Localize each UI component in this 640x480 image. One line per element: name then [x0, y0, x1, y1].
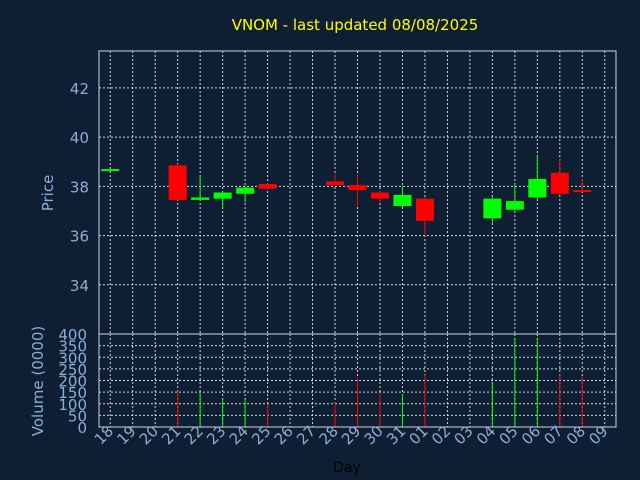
- price-tick-label: 38: [70, 178, 89, 196]
- candle-body: [573, 190, 592, 193]
- x-tick-label: 09: [585, 422, 611, 448]
- candle-body: [258, 183, 277, 189]
- candle-body: [393, 194, 412, 207]
- volume-tick-label: 300: [58, 349, 87, 367]
- candle-body: [550, 172, 569, 194]
- candle-body: [528, 178, 547, 198]
- volume-tick-label: 150: [58, 384, 87, 402]
- price-tick-label: 36: [70, 228, 89, 246]
- candle-body: [191, 197, 210, 200]
- candle-body: [370, 192, 389, 199]
- volume-tick-label: 100: [58, 396, 87, 414]
- volume-bars: [177, 338, 583, 427]
- volume-panel-frame: [98, 333, 617, 428]
- volume-tick-label: 350: [58, 338, 87, 356]
- candle-body: [348, 185, 367, 191]
- volume-tick-label: 200: [58, 373, 87, 391]
- volume-tick-label: 250: [58, 361, 87, 379]
- candle-body: [101, 169, 120, 172]
- price-tick-label: 40: [70, 129, 89, 147]
- chart-title: VNOM - last updated 08/08/2025: [232, 16, 479, 34]
- candle-body: [213, 192, 232, 199]
- x-axis: 1819202122232425262728293031010203040506…: [91, 422, 612, 448]
- volume-tick-label: 400: [58, 326, 87, 344]
- candle-body: [415, 198, 434, 221]
- candle-body: [236, 187, 255, 194]
- volume-tick-label: 0: [77, 419, 87, 437]
- price-tick-label: 34: [70, 277, 89, 295]
- volume-tick-label: 50: [68, 407, 87, 425]
- candle-body: [326, 181, 345, 186]
- price-axis: 34 36 38 40 42: [70, 80, 89, 295]
- price-tick-label: 42: [70, 80, 89, 98]
- candle-body: [168, 165, 187, 200]
- candle-body: [483, 198, 502, 219]
- x-axis-label: Day: [333, 460, 361, 476]
- volume-axis-label: Volume (0000): [29, 326, 47, 436]
- price-candles: [101, 156, 592, 236]
- price-axis-label: Price: [39, 175, 57, 212]
- candle-body: [505, 201, 524, 210]
